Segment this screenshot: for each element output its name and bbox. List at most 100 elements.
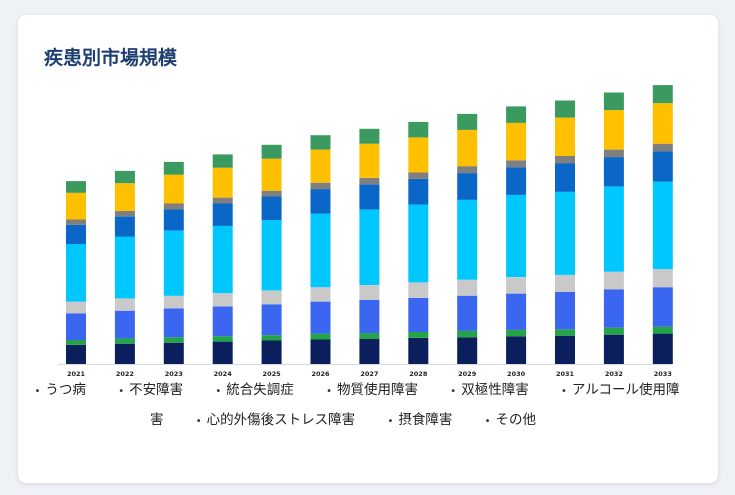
bar-segment-2024-8 bbox=[212, 167, 233, 198]
bar-segment-2028-7 bbox=[408, 172, 429, 179]
bar-segment-2021-1 bbox=[66, 344, 86, 364]
bar-segment-2033-2 bbox=[652, 326, 673, 334]
bar-segment-2021-4 bbox=[66, 301, 86, 314]
bar-segment-2031-9 bbox=[555, 100, 575, 118]
bar-segment-2030-1 bbox=[506, 336, 527, 364]
bar-segment-2027-7 bbox=[359, 177, 380, 185]
legend-item-5: • 双極性障害 bbox=[450, 382, 528, 398]
bar-segment-2030-2 bbox=[506, 329, 527, 337]
bar-segment-2032-7 bbox=[603, 149, 624, 158]
x-tick-label: 2026 bbox=[311, 370, 330, 378]
bar-segment-2033-5 bbox=[652, 181, 673, 270]
bar-segment-2032-4 bbox=[603, 271, 624, 290]
bar-segment-2022-1 bbox=[114, 343, 135, 364]
bar-segment-2021-5 bbox=[66, 244, 86, 302]
bar-segment-2023-1 bbox=[163, 342, 184, 364]
bar-segment-2029-7 bbox=[457, 166, 478, 173]
legend-label: 物質使用障害 bbox=[337, 382, 418, 398]
legend-label: 統合失調症 bbox=[226, 382, 294, 398]
bar-segment-2023-7 bbox=[163, 203, 184, 210]
bar-segment-2022-4 bbox=[114, 298, 135, 311]
legend-bullet-icon: • bbox=[450, 386, 457, 397]
bar-segment-2024-3 bbox=[212, 306, 233, 337]
bar-segment-2022-6 bbox=[114, 216, 135, 237]
bar-segment-2030-7 bbox=[506, 160, 527, 168]
bar-segment-2025-3 bbox=[261, 304, 282, 336]
bar-segment-2026-5 bbox=[310, 213, 331, 288]
bar-segment-2030-5 bbox=[506, 194, 527, 277]
bar-segment-2027-5 bbox=[359, 209, 380, 285]
x-tick-label: 2023 bbox=[165, 370, 183, 378]
bar-segment-2033-3 bbox=[652, 287, 673, 327]
bar-segment-2026-2 bbox=[310, 333, 331, 340]
bar-segment-2033-6 bbox=[652, 151, 673, 182]
bar-segment-2030-6 bbox=[506, 167, 527, 195]
bar-segment-2021-3 bbox=[66, 313, 86, 340]
bar-segment-2033-4 bbox=[652, 269, 673, 288]
legend-item-1: • うつ病 bbox=[34, 382, 85, 398]
bar-segment-2023-8 bbox=[163, 174, 184, 204]
bar-segment-2029-4 bbox=[457, 279, 478, 296]
bar-segment-2021-7 bbox=[66, 219, 86, 225]
bar-segment-2022-9 bbox=[114, 170, 135, 184]
bar-segment-2026-4 bbox=[310, 287, 331, 302]
x-tick-label: 2024 bbox=[214, 370, 233, 378]
bar-segment-2027-4 bbox=[359, 285, 380, 300]
legend-item-4: • 物質使用障害 bbox=[326, 382, 418, 398]
bar-segment-2023-6 bbox=[163, 209, 184, 231]
bar-segment-2027-8 bbox=[359, 143, 380, 178]
bar-segment-2024-9 bbox=[212, 154, 233, 168]
bar-segment-2025-8 bbox=[261, 158, 282, 191]
bar-segment-2021-8 bbox=[66, 192, 86, 220]
bar-segment-2026-1 bbox=[310, 339, 331, 364]
legend-label: 双極性障害 bbox=[461, 382, 529, 398]
bar-segment-2027-6 bbox=[359, 184, 380, 210]
legend-bullet-icon: • bbox=[118, 386, 125, 397]
bar-segment-2028-4 bbox=[408, 282, 429, 298]
x-tick-label: 2021 bbox=[67, 370, 86, 378]
legend-label: 不安障害 bbox=[129, 382, 184, 398]
bar-segment-2024-1 bbox=[212, 341, 233, 364]
legend-item-7: • 心的外傷後ストレス障害 bbox=[196, 412, 355, 428]
bar-segment-2022-5 bbox=[114, 236, 135, 299]
bar-segment-2032-8 bbox=[603, 110, 624, 150]
bar-segment-2032-1 bbox=[603, 334, 624, 364]
bar-segment-2027-1 bbox=[359, 338, 380, 364]
bar-segment-2026-7 bbox=[310, 182, 331, 190]
bar-segment-2025-6 bbox=[261, 196, 282, 220]
bar-segment-2032-2 bbox=[603, 327, 624, 335]
bar-segment-2027-3 bbox=[359, 300, 380, 334]
legend-item-6: • アルコール使用障害 bbox=[150, 382, 680, 428]
bar-segment-2031-2 bbox=[555, 329, 575, 336]
bar-segment-2033-8 bbox=[652, 103, 673, 144]
legend-bullet-icon: • bbox=[34, 386, 41, 397]
bar-segment-2023-3 bbox=[163, 308, 184, 338]
bar-segment-2029-1 bbox=[457, 337, 478, 364]
bar-segment-2021-6 bbox=[66, 224, 86, 244]
x-tick-label: 2027 bbox=[360, 370, 378, 378]
legend-bullet-icon: • bbox=[484, 416, 491, 427]
bar-segment-2024-2 bbox=[212, 336, 233, 342]
chart-title: 疾患別市場規模 bbox=[44, 47, 178, 69]
x-tick-label: 2028 bbox=[409, 370, 428, 378]
bar-segment-2032-9 bbox=[603, 92, 624, 111]
legend-label: うつ病 bbox=[45, 382, 86, 398]
bar-segment-2022-8 bbox=[114, 183, 135, 211]
bar-segment-2032-3 bbox=[603, 289, 624, 328]
legend-bullet-icon: • bbox=[387, 416, 394, 427]
bar-segment-2021-2 bbox=[66, 340, 86, 345]
x-tick-label: 2030 bbox=[507, 370, 526, 378]
bar-segment-2030-9 bbox=[506, 106, 527, 123]
bar-segment-2029-2 bbox=[457, 330, 478, 338]
x-tick-label: 2022 bbox=[116, 370, 134, 378]
bar-segment-2021-9 bbox=[66, 181, 86, 193]
bar-segment-2030-3 bbox=[506, 293, 527, 330]
bar-segment-2032-5 bbox=[603, 186, 624, 272]
bar-segment-2031-3 bbox=[555, 292, 575, 330]
bar-segment-2029-5 bbox=[457, 199, 478, 280]
bar-segment-2029-3 bbox=[457, 295, 478, 331]
bar-segment-2024-7 bbox=[212, 197, 233, 204]
bar-segment-2022-3 bbox=[114, 310, 135, 339]
bar-segment-2033-1 bbox=[652, 333, 673, 364]
legend-label: 心的外傷後ストレス障害 bbox=[206, 412, 356, 428]
